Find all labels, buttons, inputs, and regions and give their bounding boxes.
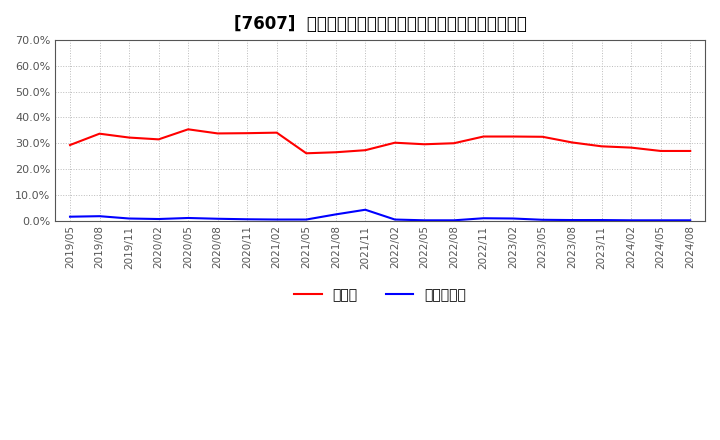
有利子負債	[213, 216, 222, 221]
現預金	[213, 131, 222, 136]
有利子負債	[598, 217, 606, 223]
現預金	[480, 134, 488, 139]
有利子負債	[361, 207, 369, 213]
有利子負債	[95, 213, 104, 219]
現預金	[272, 130, 281, 135]
現預金	[686, 148, 695, 154]
有利子負債	[125, 216, 133, 221]
Title: [7607]  現預金、有利子負債の総資産に対する比率の推移: [7607] 現預金、有利子負債の総資産に対する比率の推移	[234, 15, 526, 33]
有利子負債	[686, 218, 695, 223]
現預金	[627, 145, 636, 150]
現預金	[449, 141, 458, 146]
有利子負債	[539, 217, 547, 223]
現預金	[154, 137, 163, 142]
有利子負債	[568, 217, 577, 223]
現預金	[509, 134, 518, 139]
Legend: 現預金, 有利子負債: 現預金, 有利子負債	[288, 282, 472, 308]
有利子負債	[480, 216, 488, 221]
現預金	[390, 140, 399, 145]
現預金	[598, 144, 606, 149]
現預金	[361, 147, 369, 153]
有利子負債	[657, 218, 665, 223]
現預金	[125, 135, 133, 140]
現預金	[568, 140, 577, 145]
有利子負債	[509, 216, 518, 221]
Line: 現預金: 現預金	[70, 129, 690, 153]
有利子負債	[272, 217, 281, 222]
有利子負債	[154, 216, 163, 222]
現預金	[66, 143, 74, 148]
現預金	[243, 131, 251, 136]
現預金	[657, 148, 665, 154]
有利子負債	[66, 214, 74, 220]
有利子負債	[390, 217, 399, 222]
現預金	[302, 150, 310, 156]
有利子負債	[331, 212, 340, 217]
現預金	[184, 127, 192, 132]
現預金	[420, 142, 428, 147]
有利子負債	[449, 218, 458, 223]
有利子負債	[420, 218, 428, 223]
現預金	[539, 134, 547, 139]
有利子負債	[302, 217, 310, 222]
有利子負債	[184, 215, 192, 220]
有利子負債	[627, 218, 636, 223]
現預金	[331, 150, 340, 155]
有利子負債	[243, 216, 251, 222]
Line: 有利子負債: 有利子負債	[70, 210, 690, 220]
現預金	[95, 131, 104, 136]
